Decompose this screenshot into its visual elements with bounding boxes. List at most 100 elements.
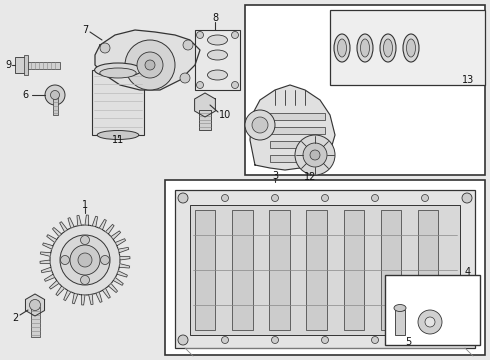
Ellipse shape bbox=[207, 35, 227, 45]
Ellipse shape bbox=[97, 130, 139, 139]
Polygon shape bbox=[119, 264, 129, 268]
Bar bbox=[270, 141, 325, 148]
Circle shape bbox=[50, 90, 59, 99]
Circle shape bbox=[70, 245, 100, 275]
Text: 3: 3 bbox=[272, 171, 278, 181]
Circle shape bbox=[252, 117, 268, 133]
Circle shape bbox=[178, 193, 188, 203]
Circle shape bbox=[271, 337, 278, 343]
Polygon shape bbox=[115, 239, 125, 246]
Circle shape bbox=[231, 81, 239, 89]
Bar bbox=[270, 127, 325, 134]
Ellipse shape bbox=[394, 305, 406, 311]
Polygon shape bbox=[120, 256, 130, 260]
Bar bbox=[306, 210, 327, 330]
Bar bbox=[385, 275, 480, 345]
Bar bbox=[330, 10, 485, 85]
Ellipse shape bbox=[380, 34, 396, 62]
Ellipse shape bbox=[338, 39, 346, 57]
Bar bbox=[15, 57, 25, 73]
Circle shape bbox=[221, 194, 228, 202]
Polygon shape bbox=[47, 235, 57, 243]
Circle shape bbox=[100, 256, 109, 265]
Polygon shape bbox=[85, 215, 89, 225]
Text: 4: 4 bbox=[465, 267, 471, 277]
Bar bbox=[24, 55, 28, 75]
Bar bbox=[343, 210, 364, 330]
Circle shape bbox=[371, 194, 378, 202]
Circle shape bbox=[145, 60, 155, 70]
Polygon shape bbox=[92, 216, 98, 227]
Circle shape bbox=[231, 31, 239, 39]
Circle shape bbox=[78, 253, 92, 267]
Polygon shape bbox=[95, 30, 200, 90]
Circle shape bbox=[371, 337, 378, 343]
Polygon shape bbox=[99, 220, 106, 230]
Text: 2: 2 bbox=[12, 313, 18, 323]
Bar bbox=[195, 210, 216, 330]
Bar bbox=[28, 62, 60, 68]
Ellipse shape bbox=[361, 39, 369, 57]
Circle shape bbox=[303, 143, 327, 167]
Circle shape bbox=[418, 310, 442, 334]
Circle shape bbox=[178, 335, 188, 345]
Ellipse shape bbox=[334, 34, 350, 62]
Circle shape bbox=[221, 337, 228, 343]
Circle shape bbox=[80, 275, 90, 284]
Ellipse shape bbox=[403, 34, 419, 62]
Polygon shape bbox=[81, 295, 85, 305]
Text: 6: 6 bbox=[22, 90, 28, 100]
Polygon shape bbox=[105, 224, 114, 234]
Polygon shape bbox=[45, 274, 55, 281]
Ellipse shape bbox=[95, 63, 142, 77]
Polygon shape bbox=[113, 278, 123, 285]
Polygon shape bbox=[102, 288, 110, 298]
Ellipse shape bbox=[207, 50, 227, 60]
Text: 10: 10 bbox=[219, 110, 231, 120]
Circle shape bbox=[295, 135, 335, 175]
Circle shape bbox=[245, 110, 275, 140]
Text: 12: 12 bbox=[304, 172, 316, 182]
Circle shape bbox=[310, 150, 320, 160]
Bar bbox=[270, 210, 290, 330]
Polygon shape bbox=[40, 260, 50, 264]
Circle shape bbox=[29, 300, 41, 310]
Circle shape bbox=[60, 256, 70, 265]
Bar bbox=[175, 190, 475, 348]
Ellipse shape bbox=[100, 68, 136, 78]
Bar bbox=[395, 310, 405, 335]
Text: 7: 7 bbox=[82, 25, 88, 35]
Circle shape bbox=[321, 337, 328, 343]
Ellipse shape bbox=[407, 39, 416, 57]
Bar bbox=[30, 307, 40, 337]
Circle shape bbox=[425, 317, 435, 327]
Polygon shape bbox=[195, 93, 216, 117]
Circle shape bbox=[180, 73, 190, 83]
Text: 8: 8 bbox=[212, 13, 218, 23]
Circle shape bbox=[50, 225, 120, 295]
Polygon shape bbox=[108, 283, 118, 293]
Polygon shape bbox=[68, 218, 74, 228]
Polygon shape bbox=[77, 215, 81, 226]
Bar bbox=[270, 113, 325, 120]
Polygon shape bbox=[250, 85, 335, 170]
Circle shape bbox=[462, 193, 472, 203]
Bar bbox=[199, 110, 211, 130]
Polygon shape bbox=[73, 293, 78, 304]
Bar bbox=[195, 30, 240, 90]
Circle shape bbox=[45, 85, 65, 105]
Ellipse shape bbox=[357, 34, 373, 62]
Polygon shape bbox=[43, 243, 53, 249]
Bar bbox=[190, 205, 460, 335]
Circle shape bbox=[125, 40, 175, 90]
Polygon shape bbox=[89, 294, 93, 305]
Bar bbox=[381, 210, 401, 330]
Circle shape bbox=[421, 194, 428, 202]
Polygon shape bbox=[41, 267, 52, 273]
Bar bbox=[232, 210, 252, 330]
Polygon shape bbox=[60, 222, 68, 232]
Polygon shape bbox=[52, 228, 62, 237]
Bar bbox=[270, 155, 325, 162]
Circle shape bbox=[60, 235, 110, 285]
Polygon shape bbox=[49, 280, 59, 289]
